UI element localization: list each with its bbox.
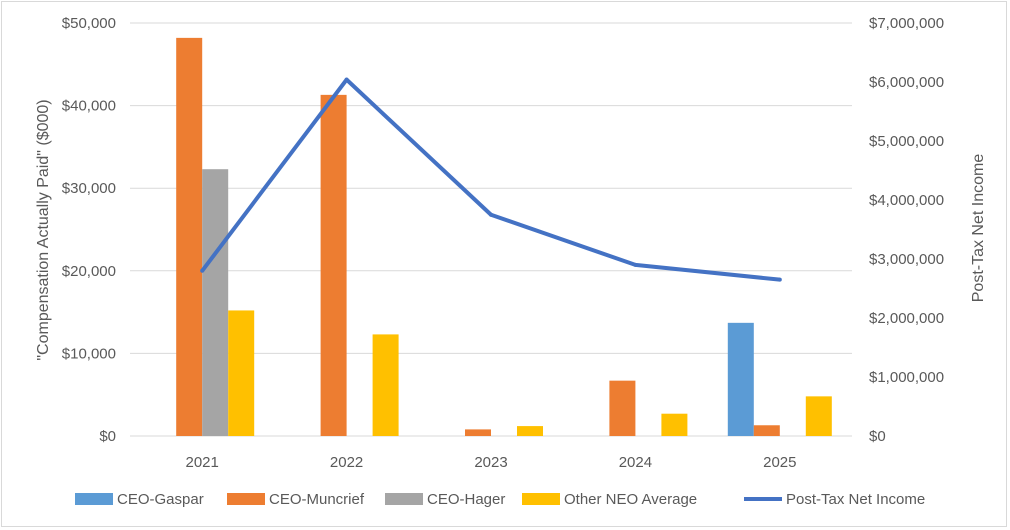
legend-label-other-neo-average: Other NEO Average (564, 491, 697, 508)
legend: CEO-Gaspar CEO-Muncrief CEO-Hager Other NEO… (75, 491, 925, 508)
right-tick-label: $5,000,000 (869, 133, 944, 150)
legend-swatch-ceo-gaspar (75, 493, 113, 505)
right-axis-ticks: $0 $1,000,000 $2,000,000 $3,000,000 $4,000,0… (869, 15, 944, 445)
x-tick-label: 2024 (619, 454, 652, 471)
right-tick-label: $6,000,000 (869, 74, 944, 91)
bar-other-neo-average-2021 (228, 310, 255, 436)
x-tick-label: 2025 (763, 454, 796, 471)
bar-ceo-gaspar-2025 (727, 322, 754, 436)
legend-label-ceo-muncrief: CEO-Muncrief (269, 491, 365, 508)
right-tick-label: $4,000,000 (869, 192, 944, 209)
net-income-line (200, 77, 781, 282)
bar-other-neo-average-2025 (805, 396, 832, 436)
left-axis-title: "Compensation Actually Paid" ($000) (35, 99, 52, 360)
left-tick-label: $10,000 (62, 345, 116, 362)
bar-ceo-muncrief-2024 (609, 380, 636, 436)
right-tick-label: $2,000,000 (869, 310, 944, 327)
legend-label-post-tax-net-income: Post-Tax Net Income (786, 491, 925, 508)
net-income-point-2023 (489, 212, 493, 217)
right-axis-title: Post-Tax Net Income (970, 154, 987, 303)
legend-label-ceo-hager: CEO-Hager (427, 491, 505, 508)
x-axis-ticks: 2021 2022 2023 2024 2025 (186, 454, 797, 471)
left-tick-label: $50,000 (62, 15, 116, 32)
left-tick-label: $20,000 (62, 263, 116, 280)
net-income-point-2022 (344, 77, 349, 82)
right-tick-label: $7,000,000 (869, 15, 944, 32)
bar-other-neo-average-2022 (372, 334, 399, 436)
net-income-point-2021 (200, 268, 205, 273)
bar-ceo-muncrief-2023 (465, 429, 491, 436)
left-tick-label: $0 (99, 428, 116, 445)
net-income-point-2024 (633, 262, 638, 267)
net-income-line-group (200, 77, 782, 282)
x-tick-label: 2023 (474, 454, 507, 471)
net-income-point-2025 (777, 277, 782, 282)
x-tick-label: 2021 (186, 454, 219, 471)
legend-swatch-ceo-hager (385, 493, 423, 505)
right-tick-label: $3,000,000 (869, 251, 944, 268)
left-tick-label: $40,000 (62, 98, 116, 115)
bar-ceo-muncrief-2022 (320, 94, 347, 436)
bar-ceo-hager-2021 (202, 169, 229, 436)
legend-swatch-ceo-muncrief (227, 493, 265, 505)
x-tick-label: 2022 (330, 454, 363, 471)
bar-other-neo-average-2023 (517, 426, 543, 436)
legend-label-ceo-gaspar: CEO-Gaspar (117, 491, 204, 508)
bar-ceo-muncrief-2025 (753, 425, 780, 436)
right-tick-label: $1,000,000 (869, 369, 944, 386)
right-tick-label: $0 (869, 428, 886, 445)
bars-group (176, 37, 832, 436)
left-axis-ticks: $0 $10,000 $20,000 $30,000 $40,000 $50,000 (62, 15, 116, 445)
legend-swatch-other-neo-average (522, 493, 560, 505)
left-tick-label: $30,000 (62, 180, 116, 197)
bar-ceo-muncrief-2021 (176, 37, 203, 436)
bar-other-neo-average-2024 (661, 413, 688, 436)
